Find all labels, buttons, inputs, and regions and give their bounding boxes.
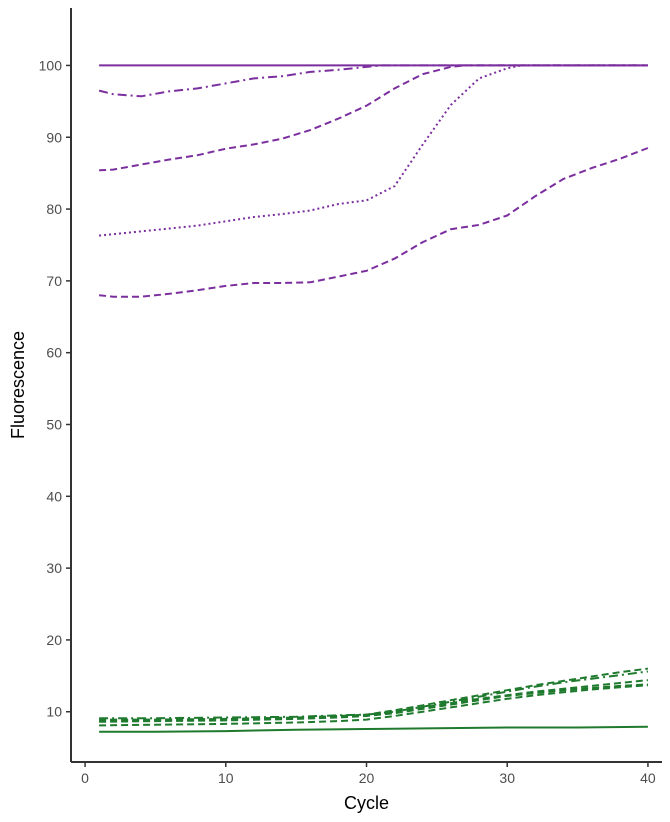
purple-series-line-2 [98, 64, 648, 98]
green-series-line-7 [99, 670, 649, 720]
green-series-line-6 [99, 725, 648, 733]
x-tick-label: 10 [218, 770, 234, 786]
y-tick-label: 90 [46, 129, 62, 145]
y-axis-title: Fluorescence [8, 331, 28, 439]
green-series-line-10 [99, 683, 648, 723]
y-tick-label: 60 [46, 345, 62, 361]
y-tick-label: 70 [46, 273, 62, 289]
y-tick-label: 50 [46, 416, 62, 432]
series-layer [98, 64, 649, 733]
purple-series-line-4 [99, 64, 648, 237]
x-axis-ticks: 0 10 20 30 40 [81, 762, 656, 786]
y-tick-label: 80 [46, 201, 62, 217]
axes-layer [70, 8, 662, 763]
purple-series-line-5 [98, 147, 649, 298]
purple-series-line-3 [99, 64, 648, 172]
green-series-line-8 [99, 667, 649, 721]
y-tick-label: 30 [46, 560, 62, 576]
x-tick-label: 30 [499, 770, 515, 786]
y-axis-ticks: 10 20 30 40 50 60 70 80 90 100 [39, 57, 71, 720]
x-tick-label: 0 [81, 770, 89, 786]
x-tick-label: 20 [359, 770, 375, 786]
x-tick-label: 40 [640, 770, 656, 786]
y-tick-label: 100 [39, 57, 63, 73]
x-axis-title: Cycle [344, 793, 389, 813]
y-tick-label: 10 [46, 704, 62, 720]
y-tick-label: 20 [46, 632, 62, 648]
y-tick-label: 40 [46, 488, 62, 504]
